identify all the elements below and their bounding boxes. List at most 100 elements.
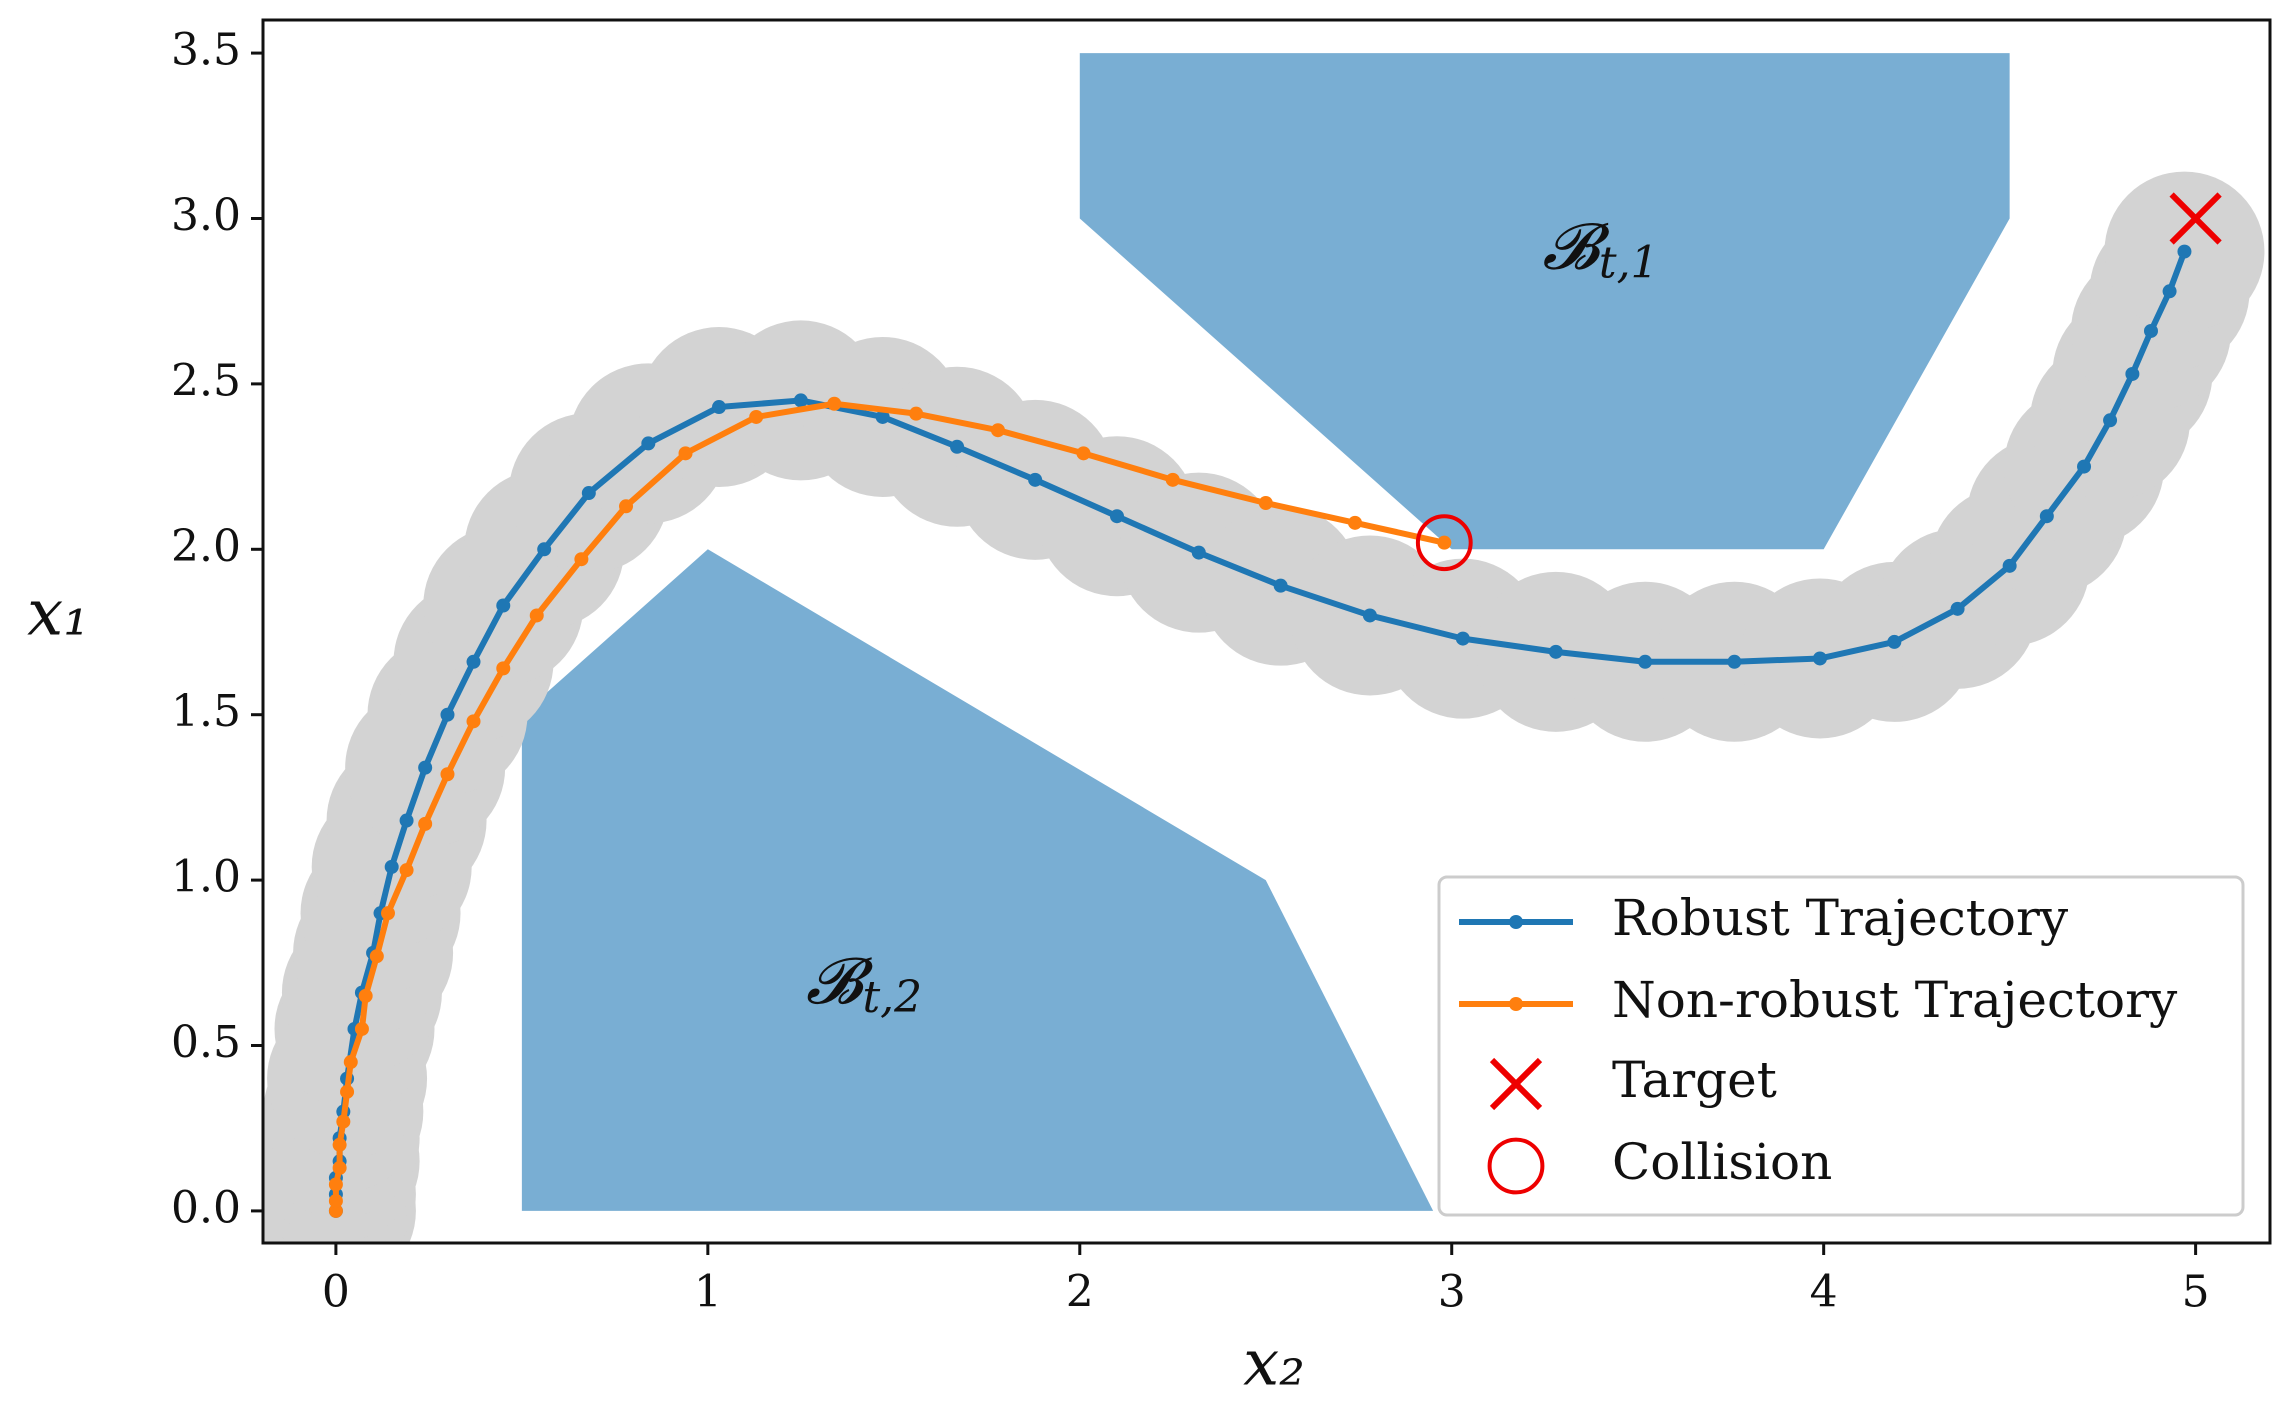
legend-label: Collision xyxy=(1612,1133,1832,1191)
series-point xyxy=(399,863,414,878)
legend: Robust Trajectory Non-robust Trajectory Ta… xyxy=(1437,875,2245,1217)
obstacle-label-sub: t,1 xyxy=(1599,237,1659,288)
y-tick-label: 2.0 xyxy=(171,521,241,572)
series-point xyxy=(340,1084,355,1099)
series-point xyxy=(2039,509,2054,524)
series-point xyxy=(328,1177,343,1192)
series-point xyxy=(749,409,764,424)
series-point xyxy=(678,446,693,461)
series-point xyxy=(1109,509,1124,524)
legend-box xyxy=(1437,875,2245,1217)
y-axis-label: x₁ xyxy=(27,577,89,651)
marker-circle xyxy=(1415,514,1473,572)
series-point xyxy=(328,1203,343,1218)
series-point xyxy=(875,409,890,424)
y-tick-label: 2.5 xyxy=(171,355,241,406)
marker-stroke xyxy=(2169,192,2222,245)
y-tick-label: 1.0 xyxy=(171,852,241,903)
series-point xyxy=(581,486,596,501)
y-tick-label: 1.5 xyxy=(171,686,241,737)
legend-point xyxy=(1509,997,1523,1011)
y-tick-label: 3.0 xyxy=(171,190,241,241)
series-point xyxy=(1727,654,1742,669)
series-point xyxy=(1887,634,1902,649)
plot-frame xyxy=(261,18,2272,1245)
series-point xyxy=(990,423,1005,438)
series-point xyxy=(332,1137,347,1152)
marker-x xyxy=(1489,1057,1543,1111)
series-point xyxy=(1437,535,1452,550)
series-point xyxy=(332,1160,347,1175)
series-point xyxy=(1812,651,1827,666)
series-point xyxy=(1362,608,1377,623)
series-point xyxy=(1028,472,1043,487)
series-point xyxy=(418,816,433,831)
obstacle xyxy=(521,549,1434,1211)
obstacle xyxy=(1079,53,2010,550)
series-point xyxy=(1258,495,1273,510)
series-point xyxy=(354,1021,369,1036)
legend-label: Non-robust Trajectory xyxy=(1612,971,2178,1029)
legend-label: Target xyxy=(1612,1051,1777,1109)
x-tick-label: 4 xyxy=(1810,1267,1838,1318)
series-point xyxy=(358,988,373,1003)
series-point xyxy=(2177,244,2192,259)
x-axis-label: x₂ xyxy=(1243,1327,1305,1401)
marker-x xyxy=(2169,192,2222,245)
series-point xyxy=(336,1114,351,1129)
obstacle-label-sub: t,2 xyxy=(862,971,922,1022)
series-point xyxy=(1455,631,1470,646)
series-point xyxy=(1548,644,1563,659)
series-point xyxy=(574,552,589,567)
series-point xyxy=(909,406,924,421)
series-point xyxy=(343,1055,358,1070)
series-point xyxy=(2103,413,2118,428)
series-point xyxy=(2143,323,2158,338)
series-point xyxy=(399,813,414,828)
series-point xyxy=(440,707,455,722)
marker-circle xyxy=(1487,1137,1545,1195)
legend-label: Robust Trajectory xyxy=(1612,889,2069,947)
y-tick-label: 0.5 xyxy=(171,1017,241,1068)
series-point xyxy=(384,859,399,874)
x-tick-label: 2 xyxy=(1066,1267,1094,1318)
series-point xyxy=(712,400,727,415)
series-point xyxy=(619,499,634,514)
plot-layer: 𝓑t,1𝓑t,2 xyxy=(263,53,2265,1243)
series-point xyxy=(2162,284,2177,299)
series-point xyxy=(641,436,656,451)
series-point xyxy=(1076,446,1091,461)
series-point xyxy=(380,906,395,921)
series-point xyxy=(1191,545,1206,560)
series-point xyxy=(496,598,511,613)
series-point xyxy=(950,439,965,454)
series-point xyxy=(418,760,433,775)
series-point xyxy=(1348,515,1363,530)
legend-point xyxy=(1509,915,1523,929)
series-point xyxy=(2002,558,2017,573)
series-point xyxy=(328,1193,343,1208)
x-tick-label: 3 xyxy=(1438,1267,1466,1318)
series-point xyxy=(537,542,552,557)
series-point xyxy=(2077,459,2092,474)
series-point xyxy=(496,661,511,676)
series-point xyxy=(440,767,455,782)
marker-stroke xyxy=(1489,1057,1543,1111)
y-tick-label: 0.0 xyxy=(171,1182,241,1233)
series-point xyxy=(793,393,808,408)
series-point xyxy=(1273,578,1288,593)
series-point xyxy=(1165,472,1180,487)
x-tick-label: 1 xyxy=(694,1267,722,1318)
series-point xyxy=(827,396,842,411)
series-point xyxy=(466,654,481,669)
series-point xyxy=(529,608,544,623)
y-tick-label: 3.5 xyxy=(171,25,241,76)
x-tick-label: 5 xyxy=(2182,1267,2210,1318)
series-point xyxy=(369,949,384,964)
series-point xyxy=(1638,654,1653,669)
x-tick-label: 0 xyxy=(322,1267,350,1318)
series-point xyxy=(2125,366,2140,381)
series-point xyxy=(466,714,481,729)
